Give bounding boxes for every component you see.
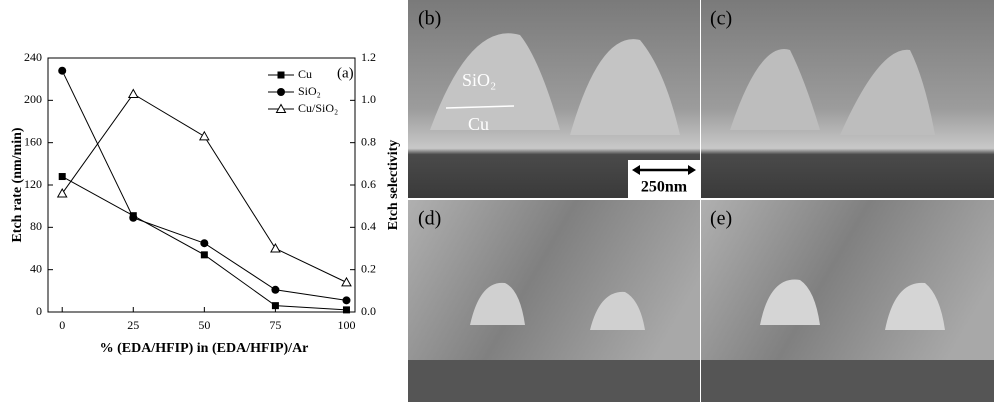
substrate (408, 360, 700, 402)
y-tick-label: 0 (36, 304, 42, 318)
legend-label: SiO₂ (298, 84, 321, 98)
interface-line (445, 105, 515, 109)
data-point (341, 276, 352, 287)
panel-label: (e) (710, 208, 732, 230)
data-point (342, 306, 350, 314)
y2-tick-label: 0.2 (361, 261, 376, 275)
feature (430, 33, 680, 135)
x-tick-label: 25 (127, 318, 139, 332)
y-tick-label: 80 (30, 219, 42, 233)
data-point (58, 66, 67, 75)
y-tick-label: 200 (24, 92, 42, 106)
data-point (342, 296, 351, 305)
data-point (58, 173, 66, 181)
data-point (200, 239, 209, 248)
substrate (701, 360, 994, 402)
feature (760, 279, 945, 330)
panel-label: (b) (418, 8, 441, 30)
scale-label: 250nm (641, 179, 688, 196)
data-point (200, 251, 208, 259)
y2-tick-label: 1.2 (361, 50, 376, 64)
x-axis-title: % (EDA/HFIP) in (EDA/HFIP)/Ar (100, 341, 309, 356)
legend-marker (277, 71, 285, 79)
legend-marker (277, 88, 285, 96)
y-axis-title: Etch rate (nm/min) (10, 127, 25, 242)
y2-axis-title: Etch selectivity (386, 140, 401, 231)
legend-label: Cu (298, 67, 312, 81)
x-tick-label: 75 (269, 318, 281, 332)
data-point (129, 213, 138, 222)
panel-label: (c) (710, 8, 732, 30)
y2-tick-label: 0.4 (361, 219, 376, 233)
legend-label: Cu/SiO₂ (298, 101, 338, 115)
sem-images: (b) SiO₂ Cu 250nm (c) (d) (e) (408, 0, 994, 402)
y-tick-label: 120 (24, 177, 42, 191)
data-point (271, 302, 279, 310)
feature (730, 49, 935, 135)
x-tick-label: 50 (198, 318, 210, 332)
annotation: (a) (337, 65, 354, 81)
sem-annotation: SiO₂ (462, 70, 496, 90)
x-tick-label: 0 (59, 318, 65, 332)
y-tick-label: 160 (24, 134, 42, 148)
feature (470, 282, 645, 330)
data-point (270, 242, 281, 253)
data-point (198, 130, 210, 141)
y-tick-label: 40 (30, 261, 42, 275)
legend-marker (275, 103, 287, 113)
data-point (271, 285, 280, 294)
x-tick-label: 100 (337, 318, 355, 332)
scale-arrow (632, 165, 696, 175)
data-point (56, 187, 68, 198)
y2-tick-label: 1.0 (361, 92, 376, 106)
panel-label: (d) (418, 208, 441, 230)
y-tick-label: 240 (24, 50, 42, 64)
y2-tick-label: 0.6 (361, 177, 376, 191)
data-point (127, 88, 139, 98)
sem-annotation: Cu (468, 114, 489, 134)
y2-tick-label: 0.0 (361, 304, 376, 318)
y2-tick-label: 0.8 (361, 134, 376, 148)
